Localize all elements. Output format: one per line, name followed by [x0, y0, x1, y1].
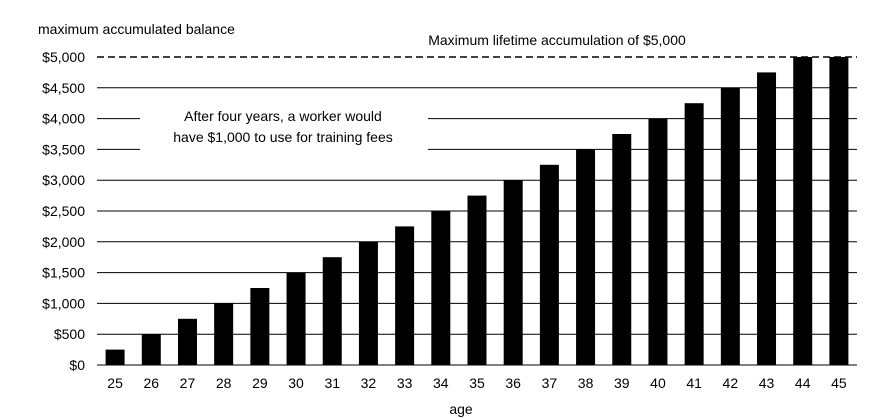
bar	[358, 241, 378, 365]
bar	[214, 303, 234, 365]
x-tick-label: 38	[578, 375, 594, 391]
x-tick-label: 34	[433, 375, 449, 391]
x-tick-label: 37	[542, 375, 558, 391]
x-tick-label: 29	[252, 375, 268, 391]
bar	[467, 195, 487, 365]
annotation-line-2: have $1,000 to use for training fees	[173, 129, 392, 145]
y-tick-label: $4,000	[42, 111, 85, 127]
bars	[105, 57, 849, 366]
y-tick-label: $0	[69, 357, 85, 373]
x-tick-label: 33	[397, 375, 413, 391]
x-tick-label: 32	[361, 375, 377, 391]
x-axis-title: age	[449, 401, 473, 417]
bar	[286, 272, 306, 365]
y-tick-labels: $0 $500 $1,000 $1,500 $2,000 $2,500 $3,000 $3,5…	[42, 49, 85, 373]
bar	[720, 87, 740, 366]
x-tick-labels: 25 26 27 28 29 30 31 32 33 34 35 36 37 38 39 40 41 42 43 44…	[107, 375, 847, 391]
bar	[829, 57, 849, 365]
x-tick-label: 44	[795, 375, 811, 391]
bar	[503, 180, 523, 365]
x-tick-label: 41	[686, 375, 702, 391]
annotation-line-1: After four years, a worker would	[184, 108, 382, 124]
bar	[250, 288, 270, 365]
y-tick-label: $500	[54, 326, 85, 342]
bar	[684, 103, 704, 365]
y-tick-label: $4,500	[42, 80, 85, 96]
x-tick-label: 28	[216, 375, 232, 391]
bar	[539, 164, 559, 365]
bar	[757, 72, 777, 366]
x-tick-label: 27	[180, 375, 196, 391]
y-tick-label: $1,000	[42, 295, 85, 311]
x-tick-label: 26	[143, 375, 159, 391]
x-tick-label: 35	[469, 375, 485, 391]
bar	[431, 211, 451, 365]
bar	[105, 349, 125, 365]
bar	[648, 118, 668, 365]
annotation-background	[140, 102, 428, 152]
y-tick-label: $1,500	[42, 265, 85, 281]
bar	[395, 226, 415, 365]
x-tick-label: 30	[288, 375, 304, 391]
x-tick-label: 45	[831, 375, 847, 391]
bar	[576, 149, 596, 365]
x-tick-label: 25	[107, 375, 123, 391]
bar	[612, 134, 632, 365]
x-tick-label: 42	[723, 375, 739, 391]
x-tick-label: 39	[614, 375, 630, 391]
y-tick-label: $3,000	[42, 172, 85, 188]
y-tick-label: $5,000	[42, 49, 85, 65]
y-axis-title: maximum accumulated balance	[38, 21, 235, 37]
y-tick-label: $3,500	[42, 141, 85, 157]
y-tick-label: $2,500	[42, 203, 85, 219]
x-tick-label: 43	[759, 375, 775, 391]
bar	[177, 318, 197, 365]
bar	[141, 334, 161, 365]
x-tick-label: 40	[650, 375, 666, 391]
y-tick-label: $2,000	[42, 234, 85, 250]
reference-line-label: Maximum lifetime accumulation of $5,000	[428, 32, 686, 48]
x-tick-label: 36	[505, 375, 521, 391]
x-tick-label: 31	[324, 375, 340, 391]
bar	[322, 257, 342, 365]
bar	[793, 57, 813, 365]
